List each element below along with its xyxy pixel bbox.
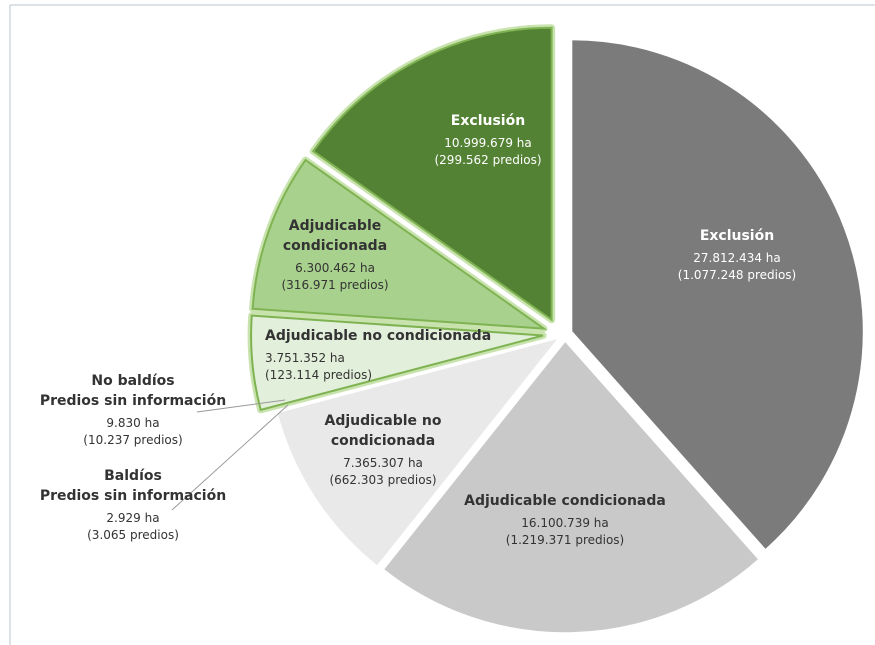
slice: [251, 158, 548, 330]
predios-label: (10.237 predios): [83, 433, 183, 447]
slice-label: Adjudicable no condicionada 7.365.307 ha (…: [325, 411, 442, 489]
slice-label: Adjudicable condicionada 6.300.462 ha (316…: [281, 216, 388, 294]
predios-label: (662.303 predios): [329, 473, 437, 487]
slice-label: Baldíos Predios sin información 2.929 ha (…: [40, 466, 226, 544]
predios-label: (123.114 predios): [265, 368, 373, 382]
slice: [382, 339, 761, 634]
value-label: 6.300.462 ha: [295, 261, 375, 275]
slice-name: Adjudicable no condicionada: [265, 328, 492, 344]
slice: [274, 335, 559, 412]
value-label: 3.751.352 ha: [265, 351, 345, 365]
slice: [570, 38, 865, 551]
value-label: 16.100.739 ha: [521, 516, 609, 530]
slice-name: Adjudicable condicionada: [464, 493, 666, 509]
slice-label: Adjudicable no condicionada 3.751.352 ha (…: [265, 326, 491, 384]
value-label: 9.830 ha: [106, 416, 160, 430]
slice: [311, 26, 553, 322]
slice-name: Adjudicable no condicionada: [324, 413, 442, 449]
slice-name: Exclusión: [699, 228, 775, 244]
slice-label: No baldíos Predios sin información 9.830 …: [40, 371, 226, 449]
predios-label: (316.971 predios): [281, 278, 389, 292]
slice: [275, 336, 562, 568]
leader-line: [196, 399, 286, 413]
slice-name: Exclusión: [450, 113, 526, 129]
slice-name: No baldíos Predios sin información: [39, 373, 227, 409]
slice-name: Baldíos Predios sin información: [39, 468, 227, 504]
slice-label: Exclusión 27.812.434 ha (1.077.248 predios…: [678, 226, 796, 284]
slice-label: Adjudicable condicionada 16.100.739 ha (1.…: [464, 491, 666, 549]
leader-line: [171, 404, 289, 511]
value-label: 10.999.679 ha: [444, 136, 532, 150]
predios-label: (1.077.248 predios): [677, 268, 797, 282]
value-label: 2.929 ha: [106, 511, 160, 525]
value-label: 27.812.434 ha: [693, 251, 781, 265]
slice-name: Adjudicable condicionada: [282, 218, 388, 254]
slice-label: Exclusión 10.999.679 ha (299.562 predios): [434, 111, 541, 169]
value-label: 7.365.307 ha: [343, 456, 423, 470]
predios-label: (1.219.371 predios): [505, 533, 625, 547]
predios-label: (299.562 predios): [434, 153, 542, 167]
predios-label: (3.065 predios): [87, 528, 179, 542]
slice: [250, 314, 544, 412]
